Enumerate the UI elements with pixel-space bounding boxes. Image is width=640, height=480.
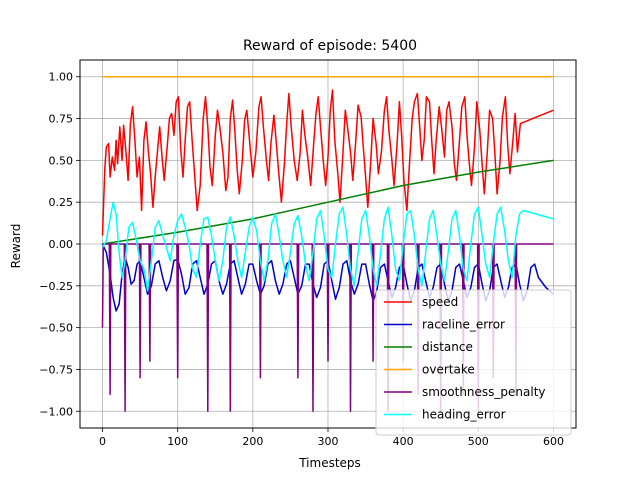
y-tick-label: 0.00	[49, 238, 74, 251]
x-tick-label: 600	[543, 435, 564, 448]
series-line-raceline-error	[101, 243, 554, 312]
y-tick-label: 0.50	[49, 154, 74, 167]
y-ticks: −1.00 −0.75 −0.50 −0.25 0.00 0.25 0.50 0.75 1.00	[39, 71, 80, 418]
legend: speed raceline_error distance overtake smoot…	[375, 289, 572, 436]
x-ticks: 0 100 200 300 400 500 600	[99, 428, 564, 448]
x-tick-label: 300	[318, 435, 339, 448]
legend-entry-label: smoothness_penalty	[422, 385, 546, 399]
x-tick-label: 500	[468, 435, 489, 448]
legend-box	[375, 289, 572, 436]
chart-title: Reward of episode: 5400	[243, 38, 417, 54]
y-axis-label: Reward	[9, 224, 23, 269]
legend-entry-label: heading_error	[422, 408, 506, 422]
series-line-distance	[102, 159, 554, 245]
x-tick-label: 100	[167, 435, 188, 448]
x-axis-label: Timesteps	[298, 456, 361, 470]
y-tick-label: −0.50	[39, 322, 73, 335]
y-tick-label: 0.25	[49, 196, 74, 209]
y-tick-label: 1.00	[49, 71, 74, 84]
legend-entry-label: raceline_error	[422, 318, 505, 332]
x-tick-label: 0	[99, 435, 106, 448]
plot-layer	[101, 75, 554, 413]
y-tick-label: −1.00	[39, 405, 73, 418]
y-tick-label: −0.25	[39, 280, 73, 293]
series-line-heading-error	[101, 201, 554, 292]
x-tick-label: 400	[393, 435, 414, 448]
legend-entry-label: distance	[422, 340, 473, 354]
series-line-speed	[101, 89, 554, 236]
legend-entry-label: speed	[422, 295, 458, 309]
y-tick-label: 0.75	[49, 113, 74, 126]
y-tick-label: −0.75	[39, 363, 73, 376]
legend-entry-label: overtake	[422, 363, 475, 377]
x-tick-label: 200	[242, 435, 263, 448]
